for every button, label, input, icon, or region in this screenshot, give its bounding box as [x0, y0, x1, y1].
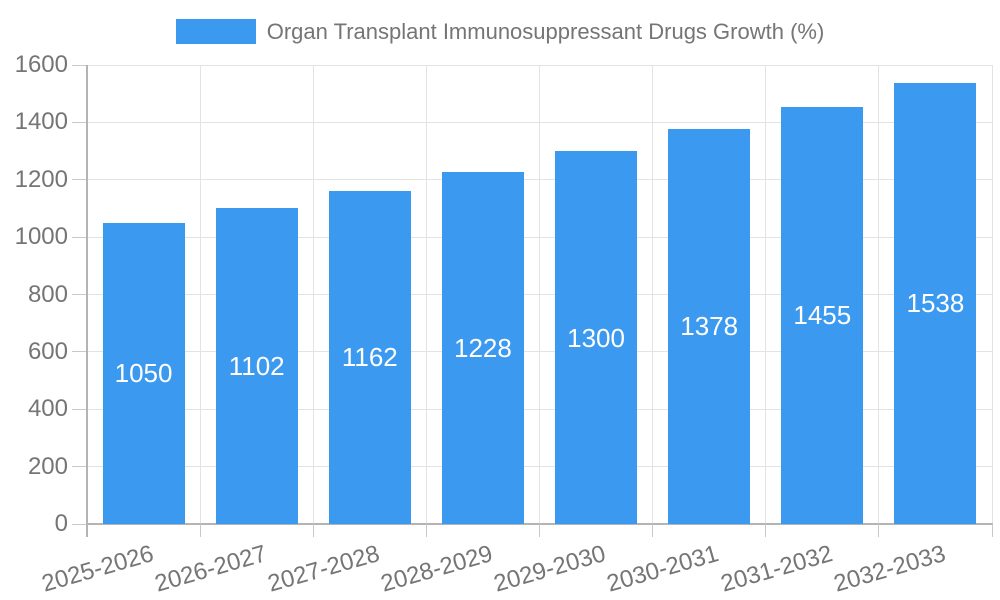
y-tick-label: 400: [27, 395, 68, 423]
v-gridline: [425, 65, 427, 524]
y-tick-label: 200: [27, 452, 68, 480]
y-tick: [72, 64, 87, 66]
y-tick: [72, 294, 87, 295]
bar-value-label: 1378: [680, 311, 739, 342]
v-gridline: [991, 65, 993, 524]
x-tick-label: 2029-2030: [491, 540, 609, 598]
y-tick: [72, 466, 87, 468]
y-tick: [72, 523, 87, 525]
x-tick-label: 2025-2026: [38, 540, 157, 598]
bar: 1378: [668, 128, 751, 524]
x-tick-label: 2031-2032: [717, 540, 836, 598]
x-tick-label: 2026-2027: [151, 540, 270, 598]
x-tick-label: 2030-2031: [604, 540, 723, 598]
y-tick: [72, 179, 87, 181]
y-tick-label: 0: [54, 510, 68, 537]
v-gridline: [539, 65, 540, 524]
legend: Organ Transplant Immunosuppressant Drugs…: [0, 19, 1000, 44]
x-tick-label: 2032-2033: [830, 540, 949, 598]
bar-value-label: 1228: [454, 332, 512, 363]
v-gridline: [765, 65, 767, 524]
x-tick: [539, 524, 540, 537]
bar: 1228: [441, 171, 524, 524]
y-tick: [72, 236, 87, 238]
bar: 1300: [555, 151, 638, 524]
plot-area: 1050 1102 1162 1228 1300 1378 1455 1538: [72, 64, 993, 537]
y-tick-label: 600: [27, 337, 68, 365]
y-tick-label: 1200: [14, 165, 68, 193]
v-gridline: [652, 65, 654, 524]
x-tick-label: 2028-2029: [378, 540, 496, 598]
bar-value-label: 1455: [793, 300, 852, 331]
bar: 1538: [894, 82, 977, 524]
x-tick: [765, 524, 767, 537]
x-tick: [652, 524, 654, 537]
x-tick-label: 2027-2028: [264, 540, 383, 598]
y-tick-label: 1400: [14, 108, 68, 136]
x-tick: [991, 524, 993, 537]
y-tick-label: 1600: [14, 51, 68, 78]
y-axis-line: [86, 65, 88, 537]
legend-label: Organ Transplant Immunosuppressant Drugs…: [266, 19, 825, 44]
x-tick: [199, 524, 201, 537]
legend-swatch: [175, 19, 256, 44]
bar: 1455: [781, 106, 864, 524]
bar: 1050: [102, 222, 185, 524]
bar-value-label: 1102: [228, 350, 285, 381]
bar-value-label: 1538: [906, 288, 965, 319]
bar-value-label: 1300: [567, 322, 625, 353]
y-tick: [72, 351, 87, 353]
y-tick-label: 800: [27, 280, 68, 308]
x-tick: [312, 524, 314, 537]
bar-value-label: 1162: [341, 342, 398, 373]
v-gridline: [312, 65, 314, 524]
y-tick-label: 1000: [14, 223, 68, 251]
x-tick: [425, 524, 427, 537]
v-gridline: [199, 65, 201, 524]
bar: 1162: [328, 190, 411, 524]
y-tick: [72, 408, 87, 410]
y-tick: [72, 121, 87, 123]
bar: 1102: [215, 207, 298, 524]
bar-value-label: 1050: [114, 358, 173, 389]
x-tick: [878, 524, 880, 537]
v-gridline: [878, 65, 880, 524]
